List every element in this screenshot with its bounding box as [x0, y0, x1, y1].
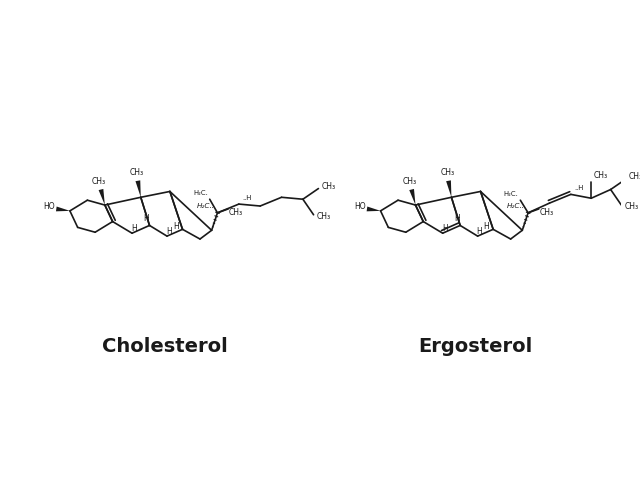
Text: H: H	[166, 227, 172, 236]
Text: H₂C.: H₂C.	[504, 192, 518, 197]
Text: H: H	[173, 222, 179, 231]
Polygon shape	[99, 189, 105, 205]
Text: HO: HO	[355, 203, 366, 212]
Text: H: H	[442, 224, 447, 233]
Text: CH₃: CH₃	[130, 168, 144, 177]
Text: CH₃: CH₃	[540, 208, 554, 217]
Polygon shape	[367, 206, 381, 211]
Polygon shape	[409, 189, 415, 205]
Text: CH₃: CH₃	[624, 203, 638, 212]
Text: ..H: ..H	[243, 195, 252, 201]
Text: CH₃: CH₃	[403, 177, 417, 186]
Text: H: H	[131, 224, 137, 233]
Text: Ergosterol: Ergosterol	[419, 337, 533, 356]
Text: CH₃: CH₃	[440, 168, 454, 177]
Text: H: H	[454, 214, 460, 223]
Text: CH₃: CH₃	[317, 212, 331, 221]
Text: H: H	[477, 227, 483, 236]
Text: H₂C..: H₂C..	[196, 203, 214, 209]
Polygon shape	[56, 206, 70, 211]
Text: H₂C.: H₂C.	[193, 190, 208, 196]
Text: CH₃: CH₃	[92, 177, 106, 186]
Text: H: H	[483, 222, 489, 231]
Text: CH₃: CH₃	[229, 208, 243, 217]
Polygon shape	[446, 180, 451, 197]
Text: CH₃: CH₃	[593, 171, 607, 180]
Polygon shape	[136, 180, 141, 197]
Text: HO: HO	[44, 203, 55, 212]
Text: H: H	[144, 214, 150, 223]
Text: CH₃: CH₃	[629, 172, 640, 181]
Text: H₂C..: H₂C..	[508, 203, 525, 209]
Text: Cholesterol: Cholesterol	[102, 337, 228, 356]
Text: ..H: ..H	[575, 185, 584, 192]
Text: CH₃: CH₃	[321, 182, 335, 191]
